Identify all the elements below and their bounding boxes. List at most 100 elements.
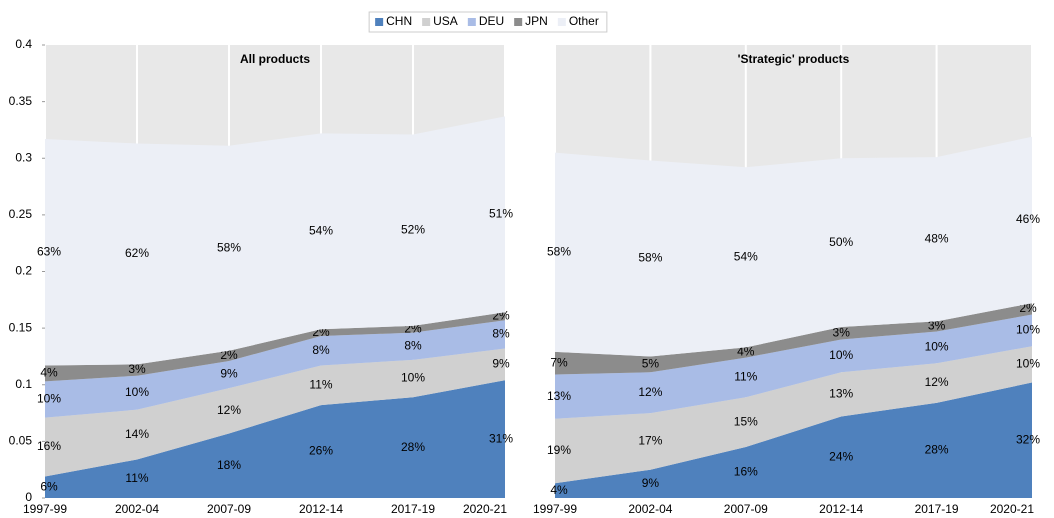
data-label: 62% bbox=[125, 246, 149, 260]
area bbox=[45, 380, 505, 498]
area bbox=[45, 312, 505, 382]
data-label: 4% bbox=[737, 345, 755, 359]
data-label: 6% bbox=[40, 479, 58, 493]
legend-swatch bbox=[467, 18, 476, 26]
data-label: 10% bbox=[1016, 323, 1040, 337]
data-label: 28% bbox=[925, 443, 949, 457]
data-label: 48% bbox=[925, 231, 949, 245]
legend-label: CHN bbox=[386, 14, 412, 28]
data-label: 10% bbox=[829, 348, 853, 362]
x-tick-label: 2012-14 bbox=[299, 502, 343, 516]
x-tick-label: 2017-19 bbox=[391, 502, 435, 516]
data-label: 46% bbox=[1016, 212, 1040, 226]
area bbox=[555, 303, 1032, 375]
data-label: 9% bbox=[642, 476, 660, 490]
area bbox=[555, 382, 1032, 498]
data-label: 15% bbox=[734, 414, 758, 428]
data-label: 18% bbox=[217, 458, 241, 472]
data-label: 12% bbox=[638, 385, 662, 399]
legend-swatch bbox=[375, 18, 384, 26]
data-label: 24% bbox=[829, 449, 853, 463]
legend-label: DEU bbox=[479, 14, 504, 28]
area bbox=[45, 116, 505, 366]
legend-label: Other bbox=[569, 14, 599, 28]
data-label: 4% bbox=[40, 366, 58, 380]
data-label: 8% bbox=[312, 343, 330, 357]
y-tick-label: 0.35 bbox=[9, 94, 33, 108]
legend-swatch bbox=[422, 18, 431, 26]
data-label: 54% bbox=[734, 250, 758, 264]
legend-swatch bbox=[557, 18, 566, 26]
y-tick-label: 0.25 bbox=[9, 207, 33, 221]
data-label: 11% bbox=[125, 471, 148, 485]
y-tick-label: 0.05 bbox=[9, 434, 33, 448]
data-label: 2% bbox=[220, 348, 238, 362]
x-tick-label: 1997-99 bbox=[23, 502, 67, 516]
y-tick-label: 0.4 bbox=[15, 37, 32, 51]
data-label: 11% bbox=[309, 377, 332, 391]
data-label: 9% bbox=[492, 357, 510, 371]
data-label: 54% bbox=[309, 223, 333, 237]
x-tick-label: 2007-09 bbox=[207, 502, 251, 516]
data-label: 12% bbox=[217, 403, 241, 417]
data-label: 3% bbox=[833, 325, 851, 339]
data-label: 12% bbox=[925, 375, 949, 389]
x-tick-label: 2020-21 bbox=[463, 502, 507, 516]
data-label: 63% bbox=[37, 244, 61, 258]
area bbox=[555, 314, 1032, 419]
area bbox=[555, 346, 1032, 484]
data-label: 16% bbox=[734, 465, 758, 479]
data-label: 7% bbox=[550, 355, 568, 369]
data-label: 9% bbox=[220, 367, 238, 381]
x-tick-label: 1997-99 bbox=[533, 502, 577, 516]
data-label: 5% bbox=[642, 357, 660, 371]
area bbox=[45, 320, 505, 418]
y-tick-label: 0 bbox=[25, 490, 32, 504]
area bbox=[555, 136, 1032, 357]
data-label: 32% bbox=[1016, 432, 1040, 446]
y-tick-label: 0.15 bbox=[9, 320, 33, 334]
data-label: 3% bbox=[928, 319, 946, 333]
data-label: 13% bbox=[547, 389, 571, 403]
data-label: 26% bbox=[309, 444, 333, 458]
y-tick-label: 0.2 bbox=[15, 264, 32, 278]
x-tick-label: 2020-21 bbox=[990, 502, 1034, 516]
data-label: 58% bbox=[547, 244, 571, 258]
data-label: 16% bbox=[37, 439, 61, 453]
data-label: 10% bbox=[925, 340, 949, 354]
data-label: 10% bbox=[37, 392, 61, 406]
panel-title: All products bbox=[240, 52, 310, 66]
y-tick-label: 0.3 bbox=[15, 150, 32, 164]
data-label: 8% bbox=[492, 327, 510, 341]
panel-title: 'Strategic' products bbox=[738, 52, 850, 66]
data-label: 10% bbox=[401, 371, 425, 385]
data-label: 17% bbox=[638, 434, 662, 448]
x-tick-label: 2012-14 bbox=[819, 502, 863, 516]
data-label: 8% bbox=[404, 338, 422, 352]
data-label: 10% bbox=[125, 385, 149, 399]
data-label: 51% bbox=[489, 206, 513, 220]
legend-label: USA bbox=[433, 14, 458, 28]
x-tick-label: 2002-04 bbox=[628, 502, 672, 516]
legend: CHN USA DEU JPN Other bbox=[368, 11, 608, 33]
legend-label: JPN bbox=[525, 14, 548, 28]
legend-swatch bbox=[514, 18, 523, 26]
x-tick-label: 2002-04 bbox=[115, 502, 159, 516]
data-label: 28% bbox=[401, 440, 425, 454]
data-label: 52% bbox=[401, 222, 425, 236]
data-label: 10% bbox=[1016, 357, 1040, 371]
data-label: 58% bbox=[217, 240, 241, 254]
data-label: 50% bbox=[829, 235, 853, 249]
x-tick-label: 2007-09 bbox=[724, 502, 768, 516]
y-tick-label: 0.1 bbox=[15, 377, 32, 391]
data-label: 11% bbox=[734, 370, 757, 384]
data-label: 3% bbox=[128, 362, 146, 376]
data-label: 14% bbox=[125, 427, 149, 441]
data-label: 19% bbox=[547, 443, 571, 457]
data-label: 58% bbox=[638, 251, 662, 265]
data-label: 13% bbox=[829, 387, 853, 401]
area bbox=[45, 348, 505, 477]
data-label: 31% bbox=[489, 431, 513, 445]
legend-box bbox=[368, 11, 608, 33]
